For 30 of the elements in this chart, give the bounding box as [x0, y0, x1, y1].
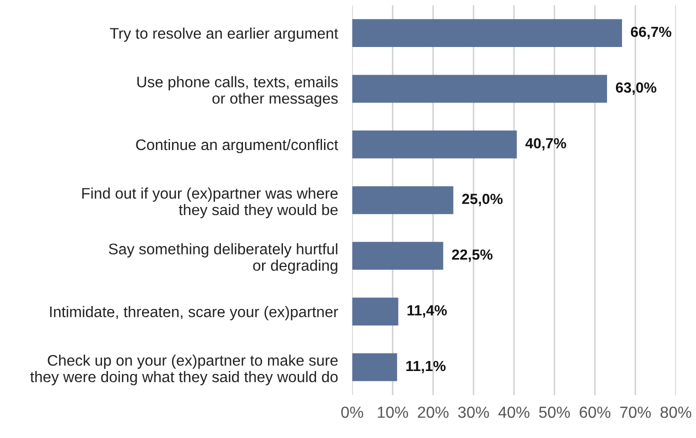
data-label: 11,4%	[408, 305, 447, 318]
y-tick-label: Use phone calls, texts, emails or other messages	[137, 76, 338, 107]
x-tick-label: 10%	[378, 406, 408, 418]
y-tick-label: Intimidate, threaten, scare your (ex)partner	[50, 306, 338, 320]
bar	[352, 19, 622, 48]
y-tick-label: Find out if your (ex)partner was where they said they would be	[82, 188, 338, 218]
x-tick-label: 30%	[458, 406, 489, 418]
y-tick-label: Try to resolve an earlier argument	[110, 28, 338, 42]
bar	[352, 186, 454, 214]
bar	[352, 353, 398, 382]
x-tick-label: 60%	[580, 406, 610, 418]
x-tick-label: 50%	[539, 406, 570, 418]
bar	[352, 74, 608, 103]
bar	[352, 298, 398, 326]
bar	[352, 130, 517, 158]
x-tick-label: 80%	[660, 406, 692, 418]
x-tick-label: 0%	[341, 406, 364, 418]
y-tick-label: Say something deliberately hurtful or degrading	[108, 243, 338, 274]
data-label: 22,5%	[452, 249, 492, 262]
x-tick-label: 20%	[418, 406, 448, 418]
data-label: 63,0%	[616, 82, 656, 95]
data-label: 25,0%	[462, 194, 503, 206]
y-tick-label: Check up on your (ex)partner to make sure they were doing what they said they would do	[30, 354, 338, 386]
data-label: 40,7%	[525, 138, 566, 151]
data-label: 66,7%	[630, 26, 672, 40]
bar	[352, 242, 444, 270]
y-tick-label: Continue an argument/conflict	[136, 138, 338, 154]
x-tick-label: 40%	[498, 406, 530, 418]
data-label: 11,1%	[406, 360, 446, 374]
x-tick-label: 70%	[620, 406, 651, 418]
